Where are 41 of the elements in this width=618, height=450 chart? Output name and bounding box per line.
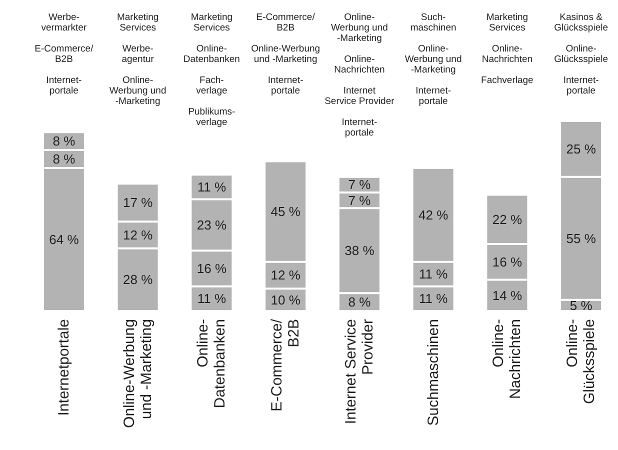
data-label: 11 % [197, 179, 226, 194]
data-label: 42 % [418, 207, 449, 222]
text: Kasinos & Glücksspiele Online- Glücksspiele Internet- portale [554, 12, 608, 96]
text: E-Commerce/ B2B Online-Werbung und -Marketing Internet- portale [251, 12, 320, 96]
text: Marketing Services Werbe- agentur Online- Werbung und -Marketing [109, 12, 166, 107]
data-label: 17 % [122, 195, 154, 210]
data-label: 23 % [196, 217, 227, 232]
text: Such- maschinen Online- Werbung und -Marketing Internet- portale [404, 12, 462, 107]
data-label: 38 % [344, 243, 375, 258]
x-tick-label: Online-Werbung und -Marketing [120, 319, 155, 428]
data-label: 55 % [566, 230, 596, 246]
data-label: 7 % [348, 192, 372, 208]
x-tick-label: Online- Nachrichten [490, 319, 524, 400]
data-label: 16 % [492, 254, 522, 270]
data-label: 11 % [197, 291, 226, 306]
data-label: 11 % [418, 266, 448, 282]
data-label: 45 % [270, 204, 301, 220]
data-label: 8 % [52, 134, 76, 149]
data-label: 8 % [52, 152, 76, 166]
data-label: 25 % [566, 141, 596, 156]
x-tick-label: Online- Glücksspiele [564, 319, 598, 404]
data-label: 8 % [348, 294, 372, 310]
data-label: 5 % [570, 298, 593, 313]
data-label: 14 % [492, 288, 522, 303]
data-label: 12 % [122, 228, 154, 242]
text: Werbe- vermarkter E-Commerce/ B2B Internet- portale [34, 12, 94, 96]
annotation: Marketing Services Online- Datenbanken Fach- verlage Publikums- verlage [183, 12, 240, 128]
x-tick-label: Internet Service Provider [342, 319, 376, 424]
text: Marketing Services Online- Nachrichten Fachverlage [481, 12, 534, 86]
x-tick-label: Internetportale [55, 319, 72, 416]
data-label: 28 % [122, 272, 154, 288]
x-tick-label: Suchmaschinen [424, 319, 442, 426]
data-label: 22 % [492, 212, 522, 227]
text: Online- Werbung und -Marketing Online- Nachrichten Internet Service Provider Internet- portale [324, 12, 394, 138]
data-label: 12 % [270, 268, 301, 283]
data-label: 64 % [49, 232, 80, 247]
data-label: 7 % [348, 177, 372, 192]
x-tick-label: E-Commerce/ B2B [268, 318, 303, 412]
data-label: 16 % [196, 261, 227, 276]
data-label: 10 % [270, 292, 301, 308]
data-label: 11 % [418, 291, 448, 306]
